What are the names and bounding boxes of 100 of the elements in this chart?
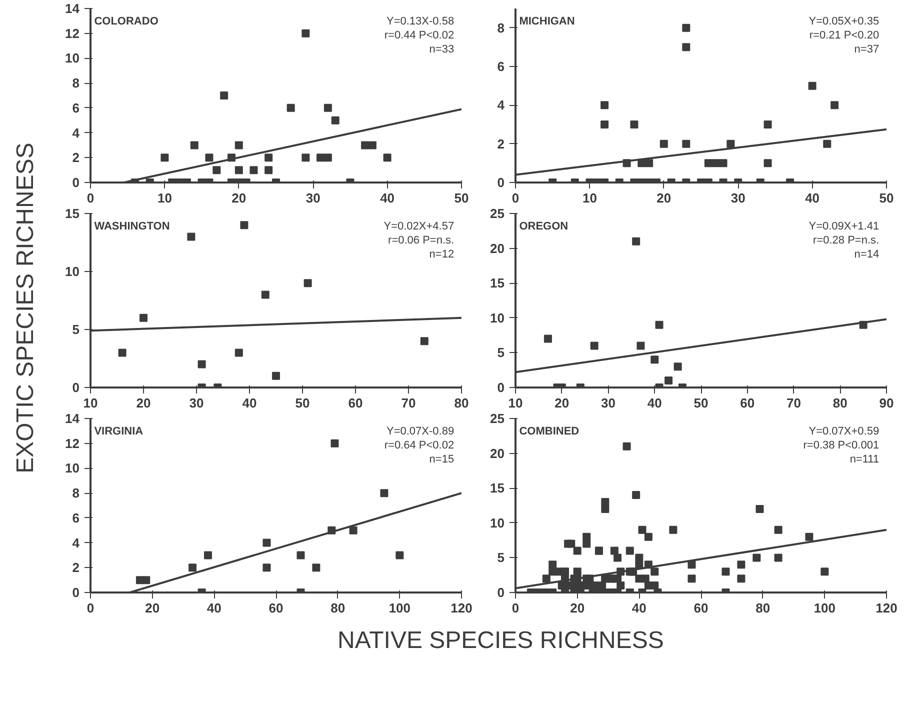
y-tick-label: 14 [65, 411, 80, 426]
y-tick-label: 10 [490, 310, 505, 326]
text: MICHIGAN [519, 15, 575, 28]
annotation: r=0.38 P<0.001 [803, 439, 880, 452]
x-tick-label: 50 [454, 190, 469, 206]
x-tick-label: 40 [632, 600, 646, 616]
x-tick-label: 90 [879, 396, 894, 410]
y-tick-label: 14 [65, 1, 80, 16]
y-tick-label: 25 [490, 206, 505, 221]
y-tick-label: 0 [497, 175, 505, 190]
y-tick-label: 6 [497, 59, 505, 74]
y-tick-label: 0 [497, 585, 505, 600]
y-tick-label: 10 [65, 460, 80, 476]
x-tick-label: 10 [508, 396, 523, 410]
y-tick-label: 25 [490, 411, 505, 426]
y-tick-label: 15 [490, 480, 505, 496]
text: OREGON [519, 220, 568, 232]
x-tick-label: 120 [450, 600, 472, 616]
x-tick-label: 100 [814, 600, 836, 616]
x-tick-label: 20 [145, 600, 160, 616]
y-tick-label: 10 [65, 50, 80, 66]
y-tick-label: 2 [72, 560, 80, 576]
x-tick-label: 40 [206, 600, 222, 616]
x-tick-label: 60 [348, 396, 363, 410]
y-tick-label: 2 [72, 150, 80, 166]
y-tick-label: 4 [497, 98, 506, 113]
annotation: r=0.21 P<0.20 [809, 29, 880, 42]
y-tick-label: 8 [497, 20, 505, 36]
text: VIRGINIA [94, 425, 144, 438]
annotation: Y=0.07X+0.59 [808, 425, 880, 438]
x-tick-label: 80 [756, 600, 770, 616]
x-tick-label: 50 [295, 396, 310, 410]
annotation: Y=0.07X-0.89 [386, 425, 454, 438]
annotation: Y=0.02X+4.57 [384, 220, 454, 232]
y-tick-label: 12 [65, 26, 80, 41]
x-tick-label: 20 [570, 600, 585, 616]
x-axis-title: NATIVE SPECIES RICHNESS [338, 627, 664, 654]
y-tick-label: 10 [65, 264, 80, 279]
x-tick-label: 20 [656, 190, 672, 206]
x-tick-label: 60 [268, 600, 284, 616]
x-tick-label: 40 [242, 396, 257, 410]
x-tick-label: 70 [786, 396, 801, 410]
y-tick-label: 4 [72, 125, 80, 140]
x-tick-label: 50 [694, 396, 708, 410]
y-tick-label: 8 [72, 486, 80, 501]
x-tick-label: 50 [879, 190, 894, 206]
annotation: r=0.28 P=n.s. [813, 234, 880, 246]
x-tick-label: 0 [86, 190, 94, 206]
y-tick-label: 6 [72, 510, 80, 526]
x-tick-label: 0 [86, 600, 94, 616]
y-tick-label: 20 [490, 446, 505, 461]
annotation: Y=0.13X-0.58 [386, 15, 454, 28]
y-tick-label: 0 [72, 380, 80, 395]
y-tick-label: 0 [72, 585, 80, 600]
x-tick-label: 20 [232, 190, 246, 206]
y-tick-label: 6 [72, 100, 80, 116]
y-tick-label: 15 [490, 276, 505, 291]
x-tick-label: 0 [512, 600, 520, 616]
annotation: r=0.06 P=n.s. [388, 234, 454, 246]
annotation: n=111 [850, 453, 880, 466]
x-tick-label: 20 [136, 396, 151, 410]
x-tick-label: 30 [730, 190, 746, 206]
y-tick-label: 20 [490, 240, 505, 256]
x-tick-label: 40 [647, 396, 662, 410]
annotation: Y=0.05X+0.35 [808, 15, 880, 28]
y-tick-label: 5 [497, 550, 505, 566]
x-tick-label: 100 [388, 600, 411, 616]
x-tick-label: 10 [157, 190, 172, 206]
x-tick-label: 70 [401, 396, 416, 410]
x-tick-label: 60 [694, 600, 708, 616]
y-tick-label: 5 [497, 345, 505, 360]
annotation: Y=0.09X+1.41 [808, 220, 880, 232]
annotation: n=14 [854, 248, 880, 260]
x-tick-label: 40 [380, 190, 395, 206]
y-tick-label: 5 [72, 322, 80, 337]
x-tick-label: 120 [876, 600, 898, 616]
x-tick-label: 20 [554, 396, 570, 410]
annotation: r=0.44 P<0.02 [384, 29, 454, 42]
text: COLORADO [94, 15, 159, 28]
y-tick-label: 12 [65, 436, 80, 451]
text: COMBINED [519, 425, 580, 438]
y-tick-label: 10 [490, 515, 505, 530]
x-tick-label: 30 [601, 396, 616, 410]
y-tick-label: 0 [497, 380, 505, 395]
x-tick-label: 80 [330, 600, 346, 616]
annotation: n=33 [429, 43, 454, 56]
annotation: n=12 [429, 248, 454, 260]
y-tick-label: 4 [72, 535, 80, 550]
x-tick-label: 10 [83, 396, 98, 410]
x-tick-label: 0 [512, 190, 520, 206]
annotation: n=15 [429, 453, 454, 466]
y-axis-title: EXOTIC SPECIES RICHNESS [12, 142, 39, 474]
text: WASHINGTON [94, 220, 170, 232]
annotation: n=37 [854, 43, 880, 56]
y-tick-label: 0 [72, 175, 80, 190]
y-tick-label: 15 [65, 206, 80, 221]
x-tick-label: 80 [454, 396, 469, 410]
x-tick-label: 30 [189, 396, 204, 410]
x-tick-label: 40 [805, 190, 820, 206]
y-tick-label: 2 [497, 136, 505, 152]
